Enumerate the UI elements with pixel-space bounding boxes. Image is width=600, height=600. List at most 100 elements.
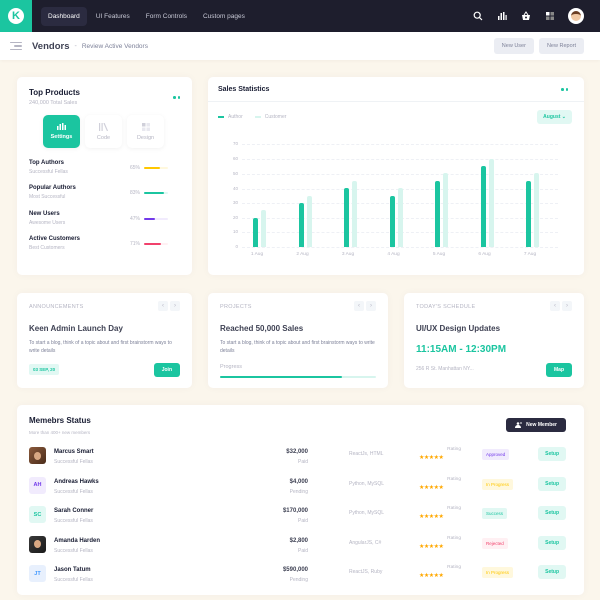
search-icon[interactable] (472, 10, 484, 22)
bar-group (298, 195, 312, 247)
logo-icon: K (8, 8, 24, 24)
tab-design-label: Design (136, 134, 155, 141)
new-users-row: New Users Awesome Users 47% (29, 211, 180, 233)
tab-code-label: Code (96, 134, 111, 141)
members-title: Memebrs Status (29, 416, 91, 425)
y-tick: 60 (232, 156, 238, 161)
nav-dashboard[interactable]: Dashboard (41, 6, 87, 26)
member-name[interactable]: Amanda Harden (54, 537, 101, 544)
progress-bar (144, 218, 168, 220)
map-button[interactable]: Map (546, 363, 572, 377)
next-arrow-icon[interactable]: › (562, 301, 572, 311)
next-arrow-icon[interactable]: › (366, 301, 376, 311)
project-progress-bar (220, 376, 376, 378)
bar-author (344, 188, 349, 247)
logo[interactable]: K (0, 0, 32, 32)
announcements-label: ANNOUNCEMENTS (29, 304, 84, 310)
projects-label: PROJECTS (220, 304, 252, 310)
bar-customer (352, 180, 357, 247)
grid-icon[interactable] (544, 10, 556, 22)
x-tick: 4 Aug (387, 252, 400, 257)
nav-custom-pages[interactable]: Custom pages (202, 12, 245, 20)
schedule-card: TODAY'S SCHEDULE ‹ › UI/UX Design Updates… (404, 293, 584, 388)
bar-customer (306, 195, 312, 247)
member-avatar: JT (29, 565, 46, 582)
subheader: Vendors - Review Active Vendors New User… (0, 32, 600, 60)
rating-label: Rating (447, 565, 461, 570)
setup-button[interactable]: Setup (538, 565, 566, 579)
bar-author (435, 180, 440, 247)
new-user-button[interactable]: New User (493, 38, 534, 54)
nav-ui-features[interactable]: UI Features (95, 12, 130, 20)
member-name[interactable]: Sarah Conner (54, 508, 94, 514)
page-subtitle: Review Active Vendors (81, 42, 148, 50)
y-tick: 20 (232, 215, 238, 220)
row-pct: 65% (129, 165, 140, 171)
rating-label: Rating (447, 447, 461, 452)
member-sub: Successful Fellas (54, 488, 93, 495)
announcements-card: ANNOUNCEMENTS ‹ › Keen Admin Launch Day T… (17, 293, 192, 388)
tab-code[interactable]: Code (85, 115, 122, 148)
member-sub: Successful Fellas (54, 577, 93, 583)
member-payment-status: Paid (297, 518, 308, 524)
new-member-label: New Member (526, 422, 557, 428)
star-rating-icon: ★★★★★ (419, 573, 444, 579)
prev-arrow-icon[interactable]: ‹ (158, 301, 168, 311)
bar-group (435, 173, 448, 247)
tab-settings[interactable]: Settings (43, 115, 80, 148)
nav-form-controls[interactable]: Form Controls (145, 12, 187, 20)
member-row: Amanda Harden Successful Fellas $2,800 Paid… (29, 535, 566, 560)
prev-arrow-icon[interactable]: ‹ (550, 301, 560, 311)
bar-group (480, 158, 494, 247)
member-tech: AngularJS, C# (349, 539, 382, 546)
progress-bar (144, 167, 168, 169)
setup-button[interactable]: Setup (538, 535, 566, 550)
more-options-icon[interactable] (561, 88, 568, 91)
member-name[interactable]: Marcus Smart (54, 449, 94, 455)
design-icon (141, 122, 150, 131)
project-text: To start a blog, think of a topic about … (220, 340, 375, 354)
member-amount: $4,000 (289, 478, 308, 485)
star-rating-icon: ★★★★★ (419, 543, 444, 550)
member-amount: $32,000 (286, 449, 308, 455)
member-avatar (29, 535, 46, 553)
active-customers-row: Active Customers Best Customers 71% (29, 236, 180, 258)
menu-toggle-icon[interactable] (10, 41, 22, 51)
project-title: Reached 50,000 Sales (220, 324, 304, 333)
y-tick: 10 (232, 229, 238, 234)
user-avatar[interactable] (568, 8, 584, 24)
member-tech: ReactJs, HTML (349, 451, 384, 457)
bar-customer (397, 188, 403, 247)
member-name[interactable]: Jason Tatum (54, 567, 91, 573)
setup-button[interactable]: Setup (538, 506, 566, 520)
x-tick: 1 Aug (250, 252, 264, 257)
setup-button[interactable]: Setup (538, 447, 566, 461)
add-user-icon (515, 422, 523, 428)
progress-label: Progress (220, 364, 243, 370)
star-rating-icon: ★★★★★ (419, 484, 444, 491)
month-select[interactable]: August ⌄ (537, 110, 572, 124)
top-products-card: Top Products 240,000 Total Sales Setting… (17, 77, 192, 275)
row-sub: Best Customers (29, 245, 65, 251)
member-amount: $590,000 (282, 567, 308, 573)
more-options-icon[interactable] (173, 96, 180, 99)
join-button[interactable]: Join (153, 363, 180, 377)
new-report-button[interactable]: New Report (538, 38, 584, 54)
star-rating-icon: ★★★★★ (419, 514, 444, 520)
bar-group (389, 188, 403, 247)
chevron-down-icon: ⌄ (561, 114, 566, 120)
row-name: Active Customers (29, 236, 81, 242)
bar-group (526, 173, 539, 247)
member-row: SC Sarah Conner Successful Fellas $170,000 P… (29, 506, 566, 530)
member-tech: Python, MySQL (349, 480, 385, 487)
x-tick: 2 Aug (296, 252, 309, 257)
breadcrumb-separator: - (74, 42, 77, 50)
member-name[interactable]: Andreas Hawks (54, 478, 99, 485)
next-arrow-icon[interactable]: › (170, 301, 180, 311)
prev-arrow-icon[interactable]: ‹ (354, 301, 364, 311)
chart-icon[interactable] (496, 10, 508, 22)
basket-icon[interactable] (520, 10, 532, 22)
setup-button[interactable]: Setup (538, 476, 566, 491)
tab-design[interactable]: Design (127, 115, 164, 148)
new-member-button[interactable]: New Member (506, 418, 566, 432)
